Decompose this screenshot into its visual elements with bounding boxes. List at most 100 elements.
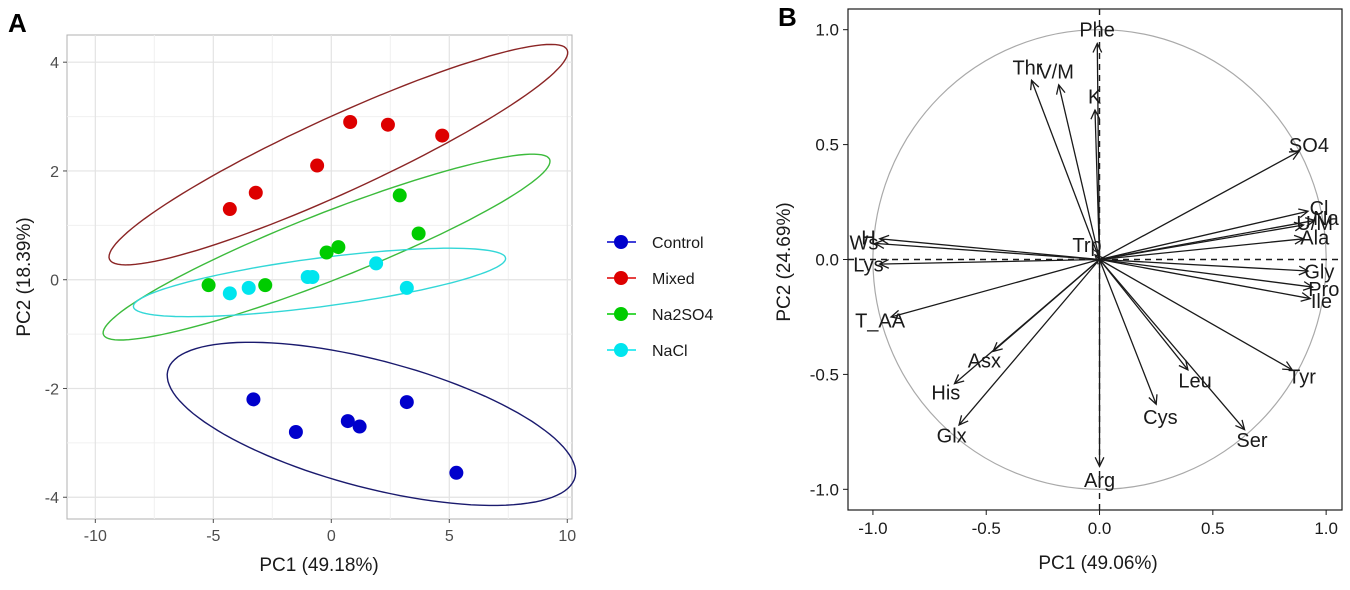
legend-label-mixed: Mixed xyxy=(652,271,695,288)
legend-label-na2so4: Na2SO4 xyxy=(652,307,713,324)
panel-label-b: B xyxy=(778,2,797,32)
vector-cys xyxy=(1098,259,1157,405)
panel-a-points xyxy=(201,115,464,480)
point-mixed xyxy=(222,202,237,217)
ellipse-mixed xyxy=(108,43,569,266)
x-tick-label: 1.0 xyxy=(1314,519,1338,538)
vector-label-his: His xyxy=(931,382,960,404)
y-tick-label: 0.0 xyxy=(815,251,839,270)
vector-thr xyxy=(1030,80,1101,260)
y-tick-label: 4 xyxy=(50,55,59,72)
point-nacl xyxy=(305,270,320,284)
panel-b-ticks: -1.0 -0.5 0.0 0.5 1.0 -1.0 -0.5 0.0 0.5 1.0 xyxy=(810,21,1338,538)
vector-label-v-m: V/M xyxy=(1038,61,1074,83)
point-control xyxy=(449,465,464,480)
vector-label-cys: Cys xyxy=(1143,407,1177,429)
point-na2so4 xyxy=(258,278,273,293)
vector-v-m-head xyxy=(1055,83,1066,95)
vector-label-t-aa: T_AA xyxy=(855,311,906,333)
point-control xyxy=(340,414,355,429)
x-tick-label: -10 xyxy=(84,528,107,545)
legend-dot-nacl xyxy=(614,343,628,357)
vector-lys xyxy=(879,258,1100,265)
point-nacl xyxy=(399,280,414,295)
vector-lys-head xyxy=(878,258,890,269)
legend-label-control: Control xyxy=(652,235,704,252)
legend-dot-mixed xyxy=(614,271,628,285)
panel-a-plot-area xyxy=(66,34,573,520)
vector-tyr xyxy=(1099,258,1293,371)
vector-label-pro: Pro xyxy=(1308,279,1339,301)
panel-a-legend: Control Mixed Na2SO4 NaCl xyxy=(607,235,713,360)
x-tick-label: -1.0 xyxy=(858,519,887,538)
vector-asx xyxy=(992,259,1100,352)
vector-asx-head xyxy=(991,341,1003,353)
vector-cys-head xyxy=(1148,394,1158,406)
ellipse-nacl xyxy=(132,247,507,318)
point-na2so4 xyxy=(319,245,334,260)
vector-pro-head xyxy=(1302,281,1315,291)
point-control xyxy=(246,392,261,407)
x-tick-label: 10 xyxy=(558,528,576,545)
vector-label-h: H xyxy=(861,228,875,250)
vector-glx xyxy=(958,259,1101,426)
x-tick-label: 0.5 xyxy=(1201,519,1225,538)
vector-trp-head xyxy=(1093,253,1105,265)
panel-label-a: A xyxy=(8,8,27,38)
vector-h xyxy=(879,238,1100,261)
vector-phe-head xyxy=(1092,41,1103,53)
panel-b-y-axis-title: PC2 (24.69%) xyxy=(774,202,795,321)
y-tick-label: -4 xyxy=(45,490,59,507)
vector-ser xyxy=(1099,259,1246,430)
point-control xyxy=(288,424,303,439)
vector-label-ala: Ala xyxy=(1300,227,1330,249)
vector-ile xyxy=(1099,258,1311,300)
point-mixed xyxy=(435,128,450,143)
vector-ser-head xyxy=(1235,419,1246,431)
vector-gly xyxy=(1099,258,1309,272)
vector-label-lys: Lys xyxy=(853,254,883,276)
vector-so4 xyxy=(1099,150,1300,261)
legend-dot-control xyxy=(614,235,628,249)
vector-tyr-head xyxy=(1282,361,1294,371)
ellipse-control xyxy=(166,341,577,507)
vector-his-head xyxy=(953,374,965,385)
point-na2so4 xyxy=(411,226,426,241)
vector-ile-head xyxy=(1300,292,1312,302)
vector-label-ws: Ws xyxy=(849,232,878,254)
legend-dot-na2so4 xyxy=(614,307,628,321)
point-control xyxy=(352,419,367,434)
x-tick-label: 0.0 xyxy=(1088,519,1112,538)
vector-leu xyxy=(1099,259,1189,371)
x-tick-label: 0 xyxy=(327,528,336,545)
point-na2so4 xyxy=(392,188,407,203)
point-na2so4 xyxy=(201,278,216,293)
vector-arg-head xyxy=(1094,457,1105,468)
vector-ala-head xyxy=(1293,234,1305,245)
point-nacl xyxy=(241,280,256,295)
point-mixed xyxy=(343,115,358,130)
vector-cl xyxy=(1099,210,1309,261)
panel-a-y-axis-title: PC2 (18.39%) xyxy=(14,217,35,336)
panel-a-pca-scores: -10 -5 0 5 10 -4 -2 0 2 4 PC1 (49.18%) PC2 (18.39… xyxy=(14,34,713,576)
vector-label-phe: Phe xyxy=(1079,20,1115,42)
vector-v-m xyxy=(1058,84,1101,260)
vector-ws-head xyxy=(873,239,885,249)
vector-k-head xyxy=(1090,108,1101,120)
point-mixed xyxy=(310,158,325,173)
vector-phe xyxy=(1096,43,1101,260)
vector-pro xyxy=(1099,258,1313,288)
y-tick-label: 2 xyxy=(50,164,59,181)
vector-ala xyxy=(1099,238,1304,261)
panel-a-ticks: -10 -5 0 5 10 -4 -2 0 2 4 xyxy=(45,55,577,545)
legend-label-nacl: NaCl xyxy=(652,343,688,360)
ellipse-na2so4 xyxy=(102,153,551,341)
y-tick-label: -2 xyxy=(45,381,59,398)
vector-label-trp: Trp xyxy=(1072,235,1101,257)
vector-label-thr: Thr xyxy=(1012,57,1042,79)
x-tick-label: 5 xyxy=(445,528,454,545)
vector-label-cl: Cl xyxy=(1310,198,1329,220)
vector-label-tyr: Tyr xyxy=(1288,367,1316,389)
